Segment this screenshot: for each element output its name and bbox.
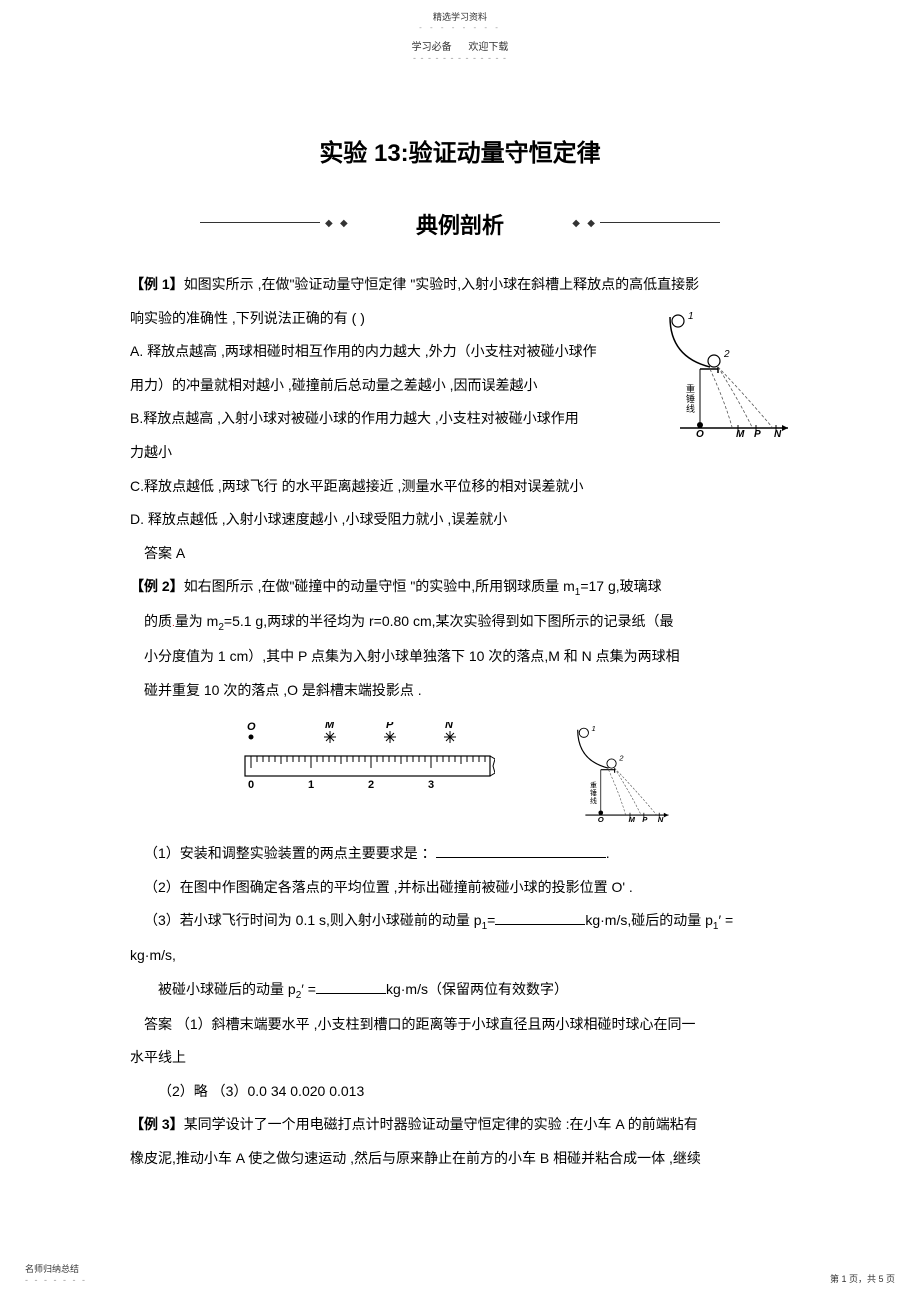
footer-left-dots: - - - - - - -	[25, 1275, 87, 1285]
footer-left-text: 名师归纳总结	[25, 1262, 87, 1275]
ex1-intro: 如图实所示 ,在做"验证动量守恒定律 "实验时,入射小球在斜槽上释放点的高低直接…	[184, 276, 700, 292]
ex2-l3: 小分度值为 1 cm）,其中 P 点集为入射小球单独落下 10 次的落点,M 和…	[130, 640, 790, 674]
svg-text:M: M	[628, 815, 635, 822]
eq1: =	[487, 912, 495, 928]
svg-text:O: O	[247, 722, 256, 733]
ex2-ans2: （2）略 （3）0.0 34 0.020 0.013	[130, 1075, 790, 1109]
svg-text:1: 1	[308, 779, 314, 791]
ex2-ans1: （1）斜槽末端要水平 ,小支柱到槽口的距离等于小球直径且两小球相碰时球心在同一	[176, 1016, 696, 1032]
ex2-m1val: =17 g,玻璃球	[580, 578, 661, 594]
ex2-l2a: 的质	[144, 613, 172, 629]
svg-text:锤: 锤	[686, 393, 695, 404]
header-sub-left: 学习必备	[412, 42, 452, 53]
svg-text:2: 2	[618, 754, 624, 763]
ex2-l2b: 量为 m	[175, 613, 219, 629]
section-title: 典例剖析	[416, 208, 504, 240]
ex2-q4b: ′ =	[301, 981, 316, 997]
svg-text:1: 1	[688, 311, 694, 322]
svg-text:重: 重	[590, 782, 597, 790]
svg-text:N: N	[774, 429, 782, 437]
ex3-l2: 橡皮泥,推动小车 A 使之做匀速运动 ,然后与原来静止在前方的小车 B 相碰并粘…	[130, 1142, 790, 1176]
svg-text:锤: 锤	[590, 788, 597, 797]
diamond-icon: ◆	[325, 218, 333, 229]
ex1-answer: 答案 A	[130, 537, 790, 571]
section-header: ◆ ◆ 典例剖析 ◆ ◆	[0, 208, 920, 238]
figure-row: O M P N	[130, 722, 790, 822]
svg-text:M: M	[325, 722, 335, 731]
svg-text:M: M	[736, 429, 745, 437]
svg-text:P: P	[754, 429, 761, 437]
ex2-q3a: （3）若小球飞行时间为 0.1 s,则入射小球碰前的动量 p	[144, 912, 482, 928]
diamond-icon: ◆	[340, 218, 348, 229]
ex3-intro: 某同学设计了一个用电磁打点计时器验证动量守恒定律的实验 :在小车 A 的前端粘有	[184, 1116, 698, 1132]
ex2-q1end: .	[606, 845, 610, 861]
footer-left: 名师归纳总结 - - - - - - -	[25, 1262, 87, 1285]
header-sub-right: 欢迎下载	[468, 42, 508, 53]
ex2-l2c: =5.1 g,两球的半径均为 r=0.80 cm,某次实验得到如下图所示的记录纸…	[224, 613, 674, 629]
ex2-kgms: kg·m/s,	[130, 939, 790, 973]
ex2-q3c: kg·m/s,碰后的动量 p	[585, 912, 713, 928]
svg-text:2: 2	[723, 349, 730, 360]
diamond-icon: ◆	[587, 218, 595, 229]
header-sub: 学习必备 欢迎下载	[0, 32, 920, 53]
ex2-ans1b: 水平线上	[130, 1041, 790, 1075]
example-2: 【例 2】如右图所示 ,在做"碰撞中的动量守恒 "的实验中,所用钢球质量 m 1 =…	[130, 570, 790, 1108]
ex2-q1: （1）安装和调整实验装置的两点主要要求是 ：	[144, 845, 436, 861]
svg-text:0: 0	[248, 779, 254, 791]
example-tag: 【例 3】	[130, 1116, 184, 1132]
blank-line	[436, 844, 606, 858]
ex2-l4: 碰并重复 10 次的落点 ,O 是斜槽末端投影点 .	[130, 674, 790, 708]
svg-text:N: N	[445, 722, 454, 731]
svg-text:1: 1	[592, 724, 596, 733]
header-top-text: 精选学习资料	[0, 0, 920, 23]
blank-line	[316, 980, 386, 994]
example-tag: 【例 2】	[130, 578, 184, 594]
ex1-optC: C.释放点越低 ,两球飞行 的水平距离越接近 ,测量水平位移的相对误差就小	[130, 470, 790, 504]
ruler-figure: O M P N	[235, 722, 495, 792]
blank-line	[495, 911, 585, 925]
svg-text:O: O	[696, 429, 704, 437]
ans-label: 答案	[144, 1016, 176, 1032]
ex2-q4c: kg·m/s（保留两位有效数字）	[386, 981, 568, 997]
header-dots: - - - - - - - -	[0, 23, 920, 32]
page-title: 实验 13:验证动量守恒定律	[0, 133, 920, 168]
svg-text:线: 线	[686, 403, 695, 414]
svg-text:P: P	[642, 815, 648, 822]
header-dashes: - - - - - - - - - - - - -	[0, 53, 920, 63]
content-area: 【例 1】如图实所示 ,在做"验证动量守恒定律 "实验时,入射小球在斜槽上释放点…	[0, 268, 920, 1175]
ex1-optD: D. 释放点越低 ,入射小球速度越小 ,小球受阻力就小 ,误差就小	[130, 503, 790, 537]
svg-text:P: P	[386, 722, 394, 731]
decor-line-right	[600, 222, 720, 223]
ramp-figure-1: 1 2 重 锤 线 O M P N	[660, 307, 790, 450]
example-1: 【例 1】如图实所示 ,在做"验证动量守恒定律 "实验时,入射小球在斜槽上释放点…	[130, 268, 790, 570]
ex2-q4a: 被碰小球碰后的动量 p	[158, 981, 296, 997]
ramp-figure-2: 1 2 重 锤 线 O M P N	[555, 722, 685, 822]
svg-text:重: 重	[686, 383, 695, 394]
example-tag: 【例 1】	[130, 276, 184, 292]
svg-text:2: 2	[368, 779, 374, 791]
footer-right: 第 1 页，共 5 页	[830, 1272, 895, 1285]
ex2-q3d: ′ =	[718, 912, 733, 928]
ex2-intro: 如右图所示 ,在做"碰撞中的动量守恒 "的实验中,所用钢球质量 m	[184, 578, 575, 594]
svg-text:3: 3	[428, 779, 434, 791]
svg-text:O: O	[598, 815, 604, 822]
decor-line-left	[200, 222, 320, 223]
example-3: 【例 3】某同学设计了一个用电磁打点计时器验证动量守恒定律的实验 :在小车 A …	[130, 1108, 790, 1175]
diamond-icon: ◆	[572, 218, 580, 229]
svg-text:N: N	[658, 815, 664, 822]
ex2-q2: （2）在图中作图确定各落点的平均位置 ,并标出碰撞前被碰小球的投影位置 O' .	[130, 871, 790, 905]
svg-text:线: 线	[590, 796, 597, 805]
